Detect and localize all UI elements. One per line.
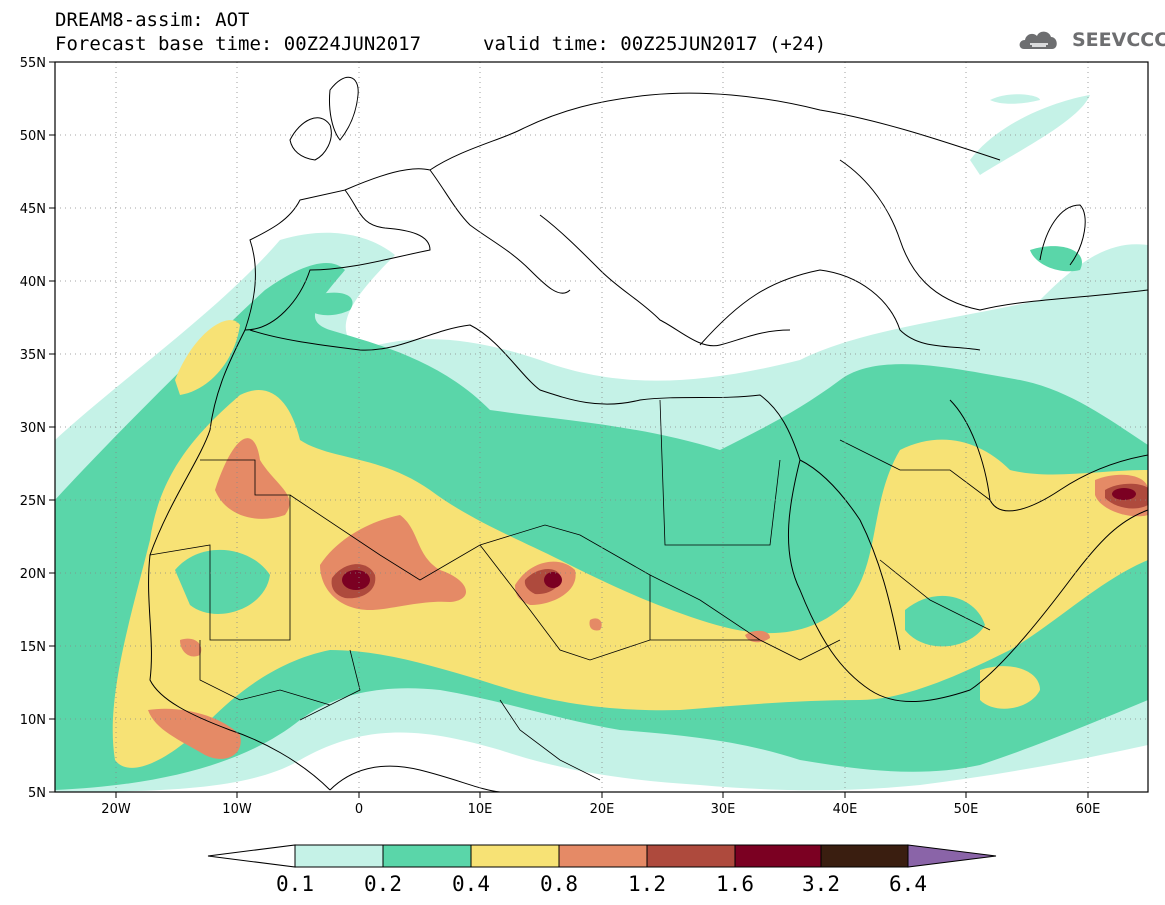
lon-label: 0 (355, 802, 363, 817)
valid-time: valid time: 00Z25JUN2017 (+24) (483, 33, 827, 55)
lat-label: 55N (20, 56, 46, 71)
colorbar-label: 0.4 (452, 872, 490, 896)
lon-label: 10E (468, 802, 493, 817)
colorbar-label: 0.8 (540, 872, 578, 896)
lat-label: 45N (20, 202, 46, 217)
latitude-labels: 55N 50N 45N 40N 35N 30N 25N 20N 15N 10N … (20, 56, 46, 801)
lat-label: 5N (28, 786, 46, 801)
colorbar-label: 6.4 (889, 872, 927, 896)
colorbar-swatch (470, 844, 560, 868)
lat-label: 15N (20, 640, 46, 655)
aot-shading (55, 62, 1148, 792)
colorbar-swatch (646, 844, 736, 868)
colorbar-label: 1.2 (628, 872, 666, 896)
lat-label: 50N (20, 129, 46, 144)
colorbar-low-arrow (207, 844, 296, 868)
forecast-base-time: Forecast base time: 00Z24JUN2017 (55, 33, 422, 55)
longitude-labels: 20W 10W 0 10E 20E 30E 40E 50E 60E (101, 802, 1100, 817)
cloud-logo-icon (1019, 31, 1057, 49)
colorbar-swatch (558, 844, 648, 868)
colorbar-label: 3.2 (802, 872, 840, 896)
colorbar (207, 844, 997, 868)
lat-label: 30N (20, 421, 46, 436)
lon-label: 10W (222, 802, 252, 817)
lon-label: 30E (711, 802, 736, 817)
lon-label: 40E (833, 802, 858, 817)
lon-label: 50E (954, 802, 979, 817)
map-title: DREAM8-assim: AOT (55, 9, 250, 31)
colorbar-high-arrow (907, 844, 997, 868)
colorbar-label: 1.6 (716, 872, 754, 896)
lat-label: 40N (20, 275, 46, 290)
logo-text: SEEVCCC (1072, 29, 1165, 51)
colorbar-swatch (734, 844, 822, 868)
colorbar-swatch (382, 844, 472, 868)
colorbar-swatch (820, 844, 909, 868)
colorbar-label: 0.1 (276, 872, 314, 896)
lon-label: 60E (1076, 802, 1101, 817)
lat-label: 35N (20, 348, 46, 363)
lon-label: 20W (101, 802, 131, 817)
lat-label: 25N (20, 494, 46, 509)
colorbar-label: 0.2 (364, 872, 402, 896)
colorbar-labels: 0.1 0.2 0.4 0.8 1.2 1.6 3.2 6.4 (276, 872, 927, 896)
lat-label: 20N (20, 567, 46, 582)
lon-label: 20E (590, 802, 615, 817)
lat-label: 10N (20, 713, 46, 728)
colorbar-swatch (294, 844, 384, 868)
